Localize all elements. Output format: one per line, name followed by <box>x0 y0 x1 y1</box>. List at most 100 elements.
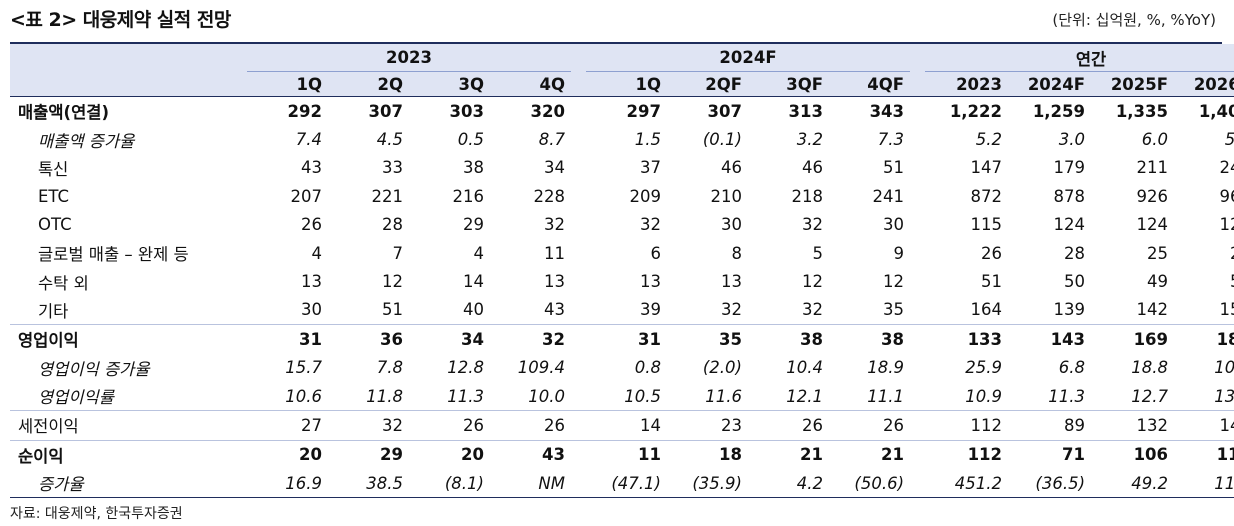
column-header: 1Q <box>247 71 328 97</box>
table-row: 세전이익273226261423262611289132148 <box>10 410 1234 441</box>
table-cell: 16.9 <box>247 469 328 499</box>
table-cell: 11 <box>586 439 667 470</box>
row-label: 증가율 <box>10 469 247 499</box>
row-label: 기타 <box>38 301 69 321</box>
table-cell: 20 <box>247 439 328 470</box>
table-cell: 25.9 <box>965 358 1003 378</box>
table-cell: 1,222 <box>949 101 1003 121</box>
table-cell: 5 <box>812 243 824 263</box>
group-header-2023: 2023 <box>247 44 571 72</box>
column-header-row: 1Q 2Q 3Q 4Q 1Q 2QF 3QF 4QF 2023 2024F 20… <box>10 71 1234 97</box>
table-cell: 228 <box>533 186 566 206</box>
table-cell: 3.0 <box>1058 130 1086 150</box>
table-cell: 23 <box>667 410 748 441</box>
table-row: 증가율 16.9 38.5 (8.1) NM (47.1) (35.9) 4.2 (50.6) 4… <box>10 469 1234 499</box>
table-cell: 50 <box>1064 272 1086 292</box>
table-cell: 28 <box>1064 243 1086 263</box>
table-cell: 31 <box>247 324 328 354</box>
table-cell: 8 <box>731 243 743 263</box>
table-cell: 40 <box>463 300 484 320</box>
table-cell: 51 <box>382 300 403 320</box>
table-cell: 11.3 <box>1048 386 1086 406</box>
table-cell: 14 <box>463 272 484 292</box>
table-cell: 133 <box>925 324 1009 354</box>
earnings-forecast-table: 2023 2024F 연간 1Q 2Q 3Q 4Q 1Q 2QF 3QF 4QF… <box>10 44 1234 499</box>
table-cell: 13.3 <box>1214 386 1234 406</box>
table-cell: 28 <box>382 215 403 235</box>
column-header: 2023 <box>925 71 1009 97</box>
table-cell: 32 <box>640 215 661 235</box>
table-cell: (50.6) <box>829 469 911 499</box>
table-cell: 209 <box>629 186 662 206</box>
table-title: <표 2> 대웅제약 실적 전망 <box>10 9 231 31</box>
table-cell: 210 <box>710 186 743 206</box>
table-row: 톡신 43 33 38 34 37 46 46 51 147 179 211 242 <box>10 154 1234 182</box>
table-cell: 37 <box>640 158 661 178</box>
table-cell: 1,403 <box>1198 101 1234 121</box>
row-label: 매출액(연결) <box>18 103 109 123</box>
table-row: OTC 26 28 29 32 32 30 32 30 115 124 124 122 <box>10 211 1234 239</box>
table-row: 기타 30 51 40 43 39 32 32 35 164 139 142 150 <box>10 296 1234 325</box>
table-cell: 31 <box>586 324 667 354</box>
table-cell: 132 <box>1091 410 1175 441</box>
table-cell: 30 <box>721 215 742 235</box>
table-cell: 26 <box>409 410 490 441</box>
table-cell: (2.0) <box>702 358 742 378</box>
table-cell: 9 <box>893 243 905 263</box>
table-cell: 115 <box>970 215 1003 235</box>
table-cell: 21 <box>748 439 829 470</box>
table-cell: 148 <box>1174 410 1234 441</box>
table-cell: 51 <box>883 158 905 178</box>
table-cell: 18.9 <box>867 358 905 378</box>
table-cell: 6.0 <box>1141 130 1169 150</box>
table-cell: 307 <box>368 101 403 121</box>
table-cell: 30 <box>883 215 905 235</box>
group-header-2024f: 2024F <box>586 44 911 72</box>
table-cell: 32 <box>721 300 742 320</box>
table-cell: 6 <box>650 243 662 263</box>
table-cell: 7.4 <box>295 130 322 150</box>
table-cell: 109.4 <box>517 358 565 378</box>
table-cell: 0.8 <box>634 358 661 378</box>
table-row: 영업이익률 10.6 11.8 11.3 10.0 10.5 11.6 12.1 11.1 10.… <box>10 382 1234 411</box>
row-label: 글로벌 매출 – 완제 등 <box>38 245 189 265</box>
table-cell: 39 <box>640 300 661 320</box>
table-cell: 14 <box>586 410 667 441</box>
table-cell: 216 <box>452 186 485 206</box>
table-cell: 122 <box>1219 215 1234 235</box>
row-label: ETC <box>38 186 70 206</box>
row-label: 매출액 증가율 <box>38 131 135 151</box>
table-cell: 35 <box>667 324 748 354</box>
table-cell: 13 <box>544 272 565 292</box>
table-cell: 46 <box>802 158 823 178</box>
table-cell: 12 <box>802 272 823 292</box>
table-cell: 26 <box>829 410 911 441</box>
table-cell: 26 <box>981 243 1003 263</box>
table-cell: 26 <box>1174 239 1234 267</box>
table-row: 영업이익 증가율 15.7 7.8 12.8 109.4 0.8 (2.0) 10.4 18.9… <box>10 354 1234 382</box>
table-cell: 34 <box>544 158 565 178</box>
table-cell: 1,335 <box>1115 101 1169 121</box>
table-cell: 18.8 <box>1131 358 1169 378</box>
table-row: 매출액(연결) 292 307 303 320 297 307 313 343 1,222 1,25… <box>10 97 1234 126</box>
table-cell: 878 <box>1053 186 1086 206</box>
table-cell: 962 <box>1219 186 1234 206</box>
table-cell: 43 <box>301 158 322 178</box>
table-cell: 43 <box>544 300 565 320</box>
column-header: 2Q <box>328 71 409 97</box>
table-cell: 12 <box>883 272 905 292</box>
table-cell: 8.7 <box>538 130 565 150</box>
group-header-annual: 연간 <box>925 44 1234 72</box>
table-cell: 292 <box>287 101 322 121</box>
table-cell: 49 <box>1147 272 1169 292</box>
table-cell: 297 <box>626 101 661 121</box>
table-row: ETC 207 221 216 228 209 210 218 241 872 878 926 962 <box>10 182 1234 210</box>
table-cell: 13 <box>301 272 322 292</box>
table-cell: 179 <box>1053 158 1086 178</box>
table-cell: 320 <box>530 101 565 121</box>
table-cell: 11.1 <box>867 386 905 406</box>
table-body: 매출액(연결) 292 307 303 320 297 307 313 343 1,222 1,25… <box>10 97 1234 499</box>
table-cell: 15.7 <box>285 358 322 378</box>
table-cell: 4.5 <box>376 130 403 150</box>
table-cell: 218 <box>791 186 824 206</box>
